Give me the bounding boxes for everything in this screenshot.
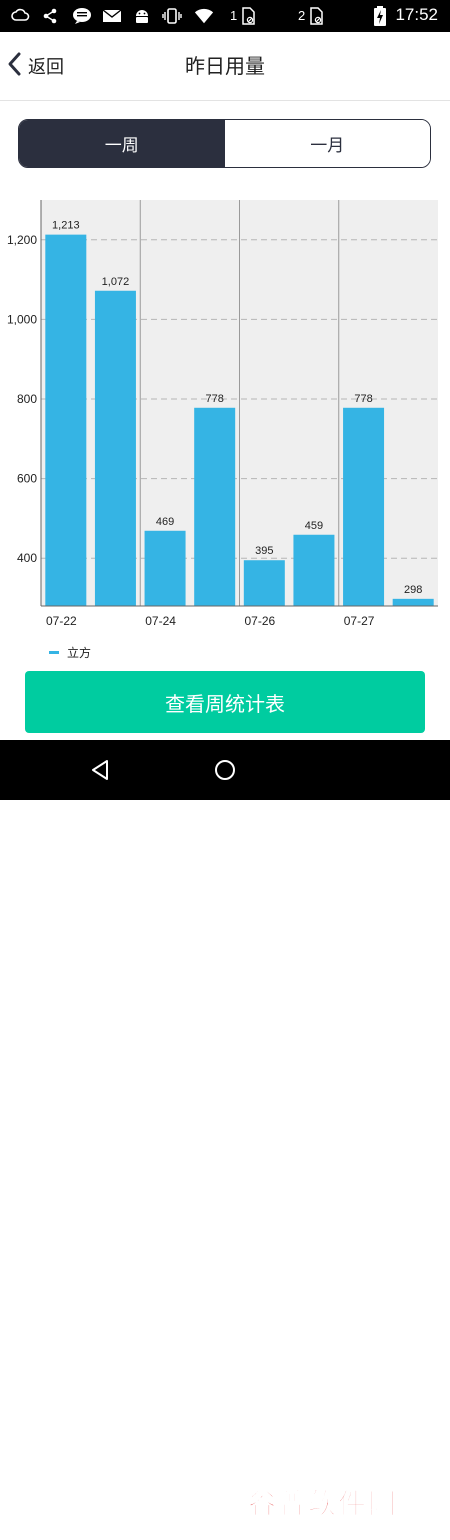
battery-charging-icon (370, 6, 390, 26)
watermark-url: www.gupuxiazai.com (252, 1518, 431, 1536)
bar (144, 530, 186, 606)
bar (45, 234, 87, 607)
page-title: 昨日用量 (185, 54, 265, 78)
weather-icon (10, 6, 30, 26)
chevron-left-icon (6, 51, 24, 81)
bar-value-label: 395 (255, 545, 273, 557)
x-tick-label: 07-26 (245, 614, 276, 628)
back-triangle-icon[interactable] (84, 754, 116, 786)
header: 返回 昨日用量 (0, 32, 450, 101)
bar-value-label: 1,213 (52, 220, 80, 232)
watermark-title: 谷普软件园 (247, 1487, 399, 1521)
bar-value-label: 459 (305, 520, 323, 532)
bar-value-label: 1,072 (102, 276, 130, 288)
legend-swatch (49, 651, 59, 654)
home-circle-icon[interactable] (209, 754, 241, 786)
bar (243, 560, 285, 606)
legend-label: 立方 (67, 646, 92, 660)
usage-bar-chart: 400 600 800 1,000 1,200 1,213 1,072 469 778 395 45… (7, 200, 438, 628)
mail-icon (102, 6, 122, 26)
sim1-label: 1 (230, 8, 238, 23)
sim2-label: 2 (298, 8, 306, 23)
watermark: 谷普软件园 www.gupuxiazai.com (247, 1480, 450, 1540)
x-tick-label: 07-22 (46, 614, 77, 628)
tab-month[interactable]: 一月 (224, 120, 430, 167)
tab-week[interactable]: 一周 (19, 120, 225, 167)
sim2-icon (306, 6, 326, 26)
x-tick-label: 07-24 (145, 614, 176, 628)
period-segmented-control: 一周 一月 (18, 119, 431, 168)
view-weekly-report-button[interactable]: 查看周统计表 (25, 671, 425, 733)
bar (293, 534, 335, 606)
android-icon (132, 6, 152, 26)
status-bar: 1 2 17:52 (0, 0, 450, 32)
bar (94, 290, 136, 606)
y-tick-label: 400 (17, 551, 37, 565)
back-label: 返回 (28, 57, 64, 78)
y-tick-label: 1,200 (7, 233, 37, 247)
bar-value-label: 298 (404, 584, 422, 596)
sim1-icon (238, 6, 258, 26)
share-icon (40, 6, 60, 26)
status-time: 17:52 (395, 5, 438, 24)
bar (392, 598, 434, 606)
y-tick-label: 1,000 (7, 312, 37, 326)
bar-value-label: 778 (354, 393, 372, 405)
y-tick-label: 800 (17, 392, 37, 406)
bar (194, 407, 236, 606)
bar-value-label: 778 (206, 393, 224, 405)
x-tick-label: 07-27 (344, 614, 375, 628)
bar-value-label: 469 (156, 516, 174, 528)
message-icon (72, 6, 92, 26)
wifi-icon (194, 6, 214, 26)
back-button[interactable]: 返回 (6, 50, 64, 82)
bar (343, 407, 385, 606)
navigation-bar: 谷普软件园 www.gupuxiazai.com (0, 740, 450, 1536)
y-tick-label: 600 (17, 472, 37, 486)
vibrate-icon (162, 6, 182, 26)
chart-legend: 立方 (49, 644, 91, 661)
